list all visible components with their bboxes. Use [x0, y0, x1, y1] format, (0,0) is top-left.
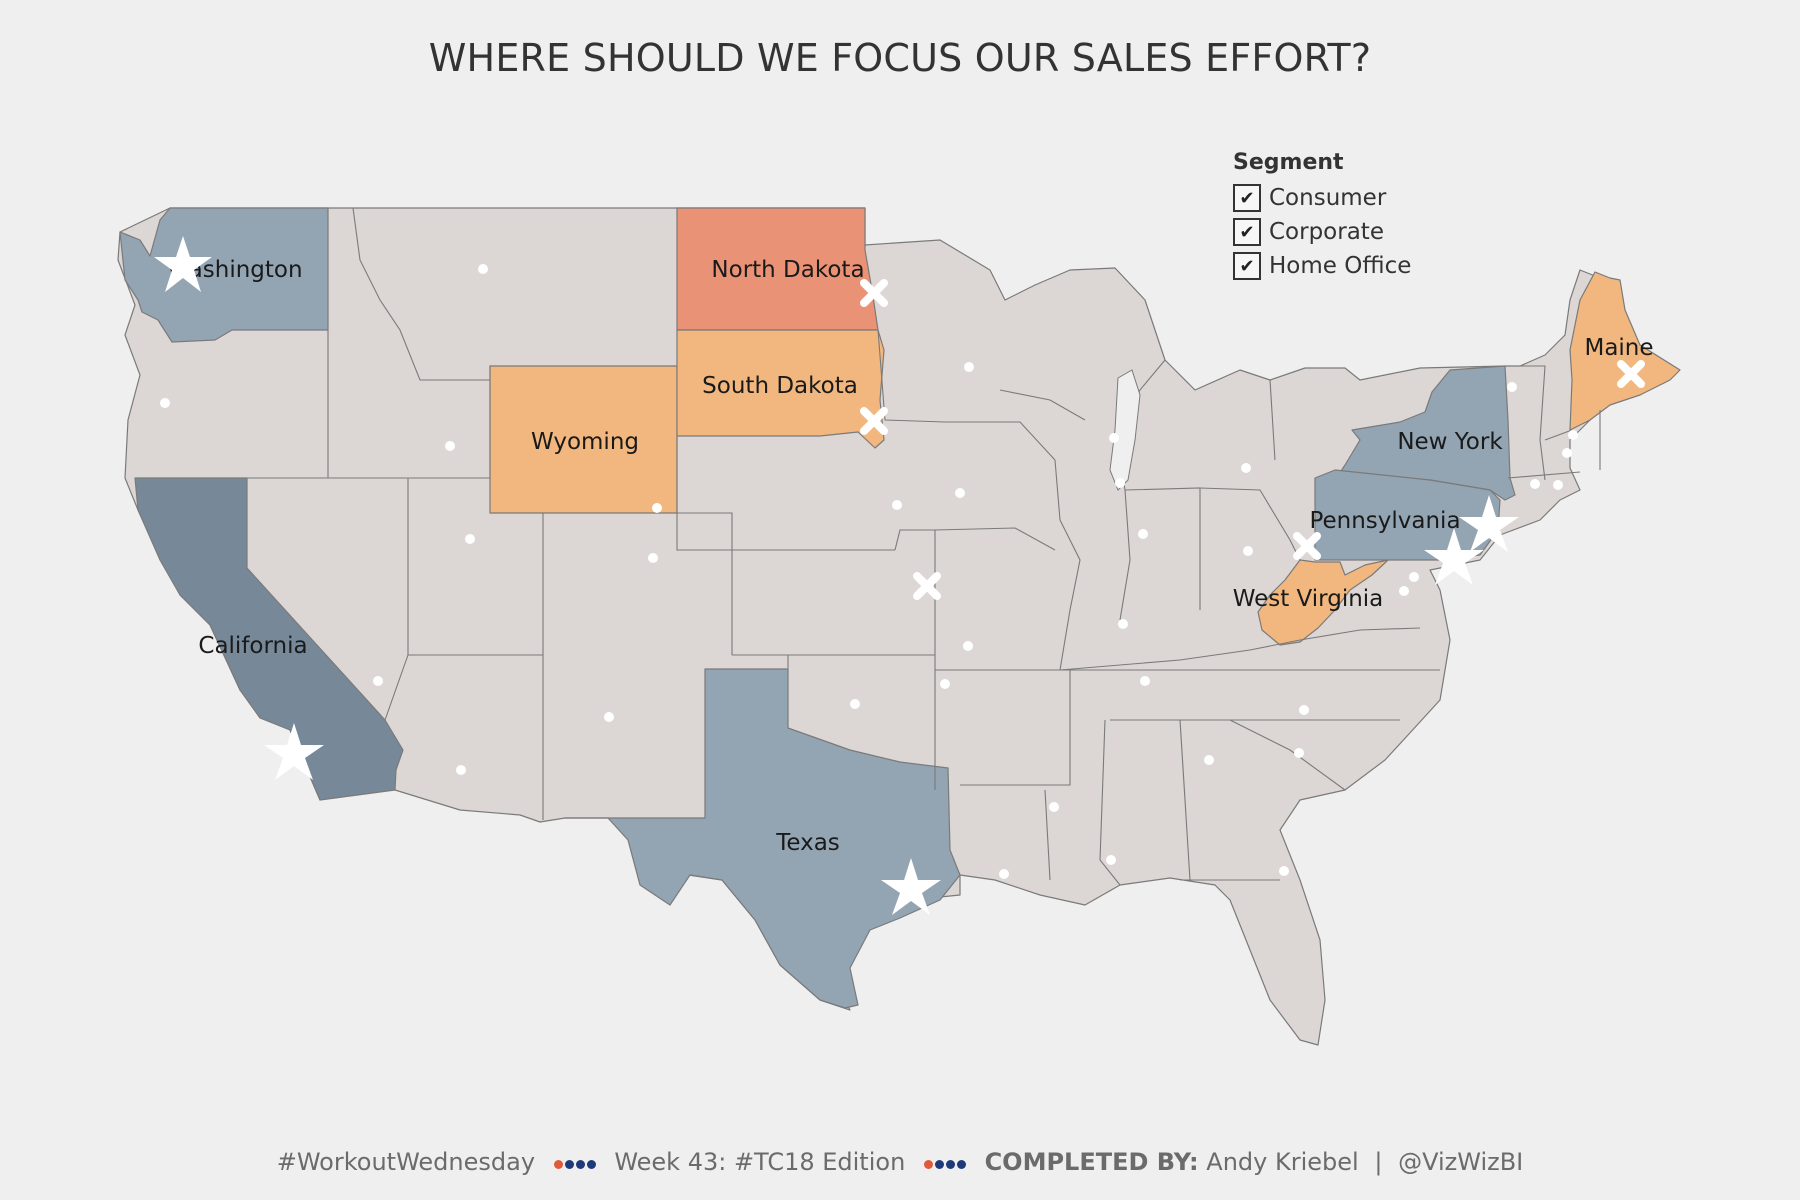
dot-icon[interactable] — [963, 641, 973, 651]
dot-icon[interactable] — [1241, 463, 1251, 473]
legend-title: Segment — [1233, 150, 1344, 175]
dot-icon[interactable] — [1562, 448, 1572, 458]
dot-icon[interactable] — [445, 441, 455, 451]
dot-icon[interactable] — [373, 676, 383, 686]
dot-icon[interactable] — [892, 500, 902, 510]
state-south-dakota[interactable] — [676, 329, 885, 449]
legend-item-home-office[interactable]: ✔ Home Office — [1233, 249, 1411, 283]
dot-icon[interactable] — [1115, 478, 1125, 488]
footer-author: Andy Kriebel — [1206, 1148, 1359, 1176]
star-icon[interactable] — [1424, 528, 1484, 585]
dot-icon[interactable] — [1568, 430, 1578, 440]
dot-icon[interactable] — [999, 869, 1009, 879]
star-icon[interactable] — [154, 236, 212, 292]
dot-icon[interactable] — [1409, 572, 1419, 582]
footer-separator: | — [1374, 1148, 1383, 1176]
dot-icon[interactable] — [1530, 479, 1540, 489]
dot-icon[interactable] — [1507, 382, 1517, 392]
state-label-california: California — [198, 633, 307, 659]
dot-icon[interactable] — [850, 699, 860, 709]
dot-icon[interactable] — [1299, 705, 1309, 715]
legend-label: Consumer — [1269, 185, 1387, 211]
dot-icon[interactable] — [1553, 480, 1563, 490]
state-label-pennsylvania: Pennsylvania — [1309, 508, 1460, 534]
footer-week: Week 43: #TC18 Edition — [614, 1148, 906, 1176]
legend-label: Corporate — [1269, 219, 1384, 245]
state-label-west-virginia: West Virginia — [1233, 586, 1384, 612]
footer-dots-icon — [923, 1149, 967, 1177]
star-icon[interactable] — [1459, 495, 1519, 552]
x-icon[interactable] — [913, 572, 941, 600]
checkbox-check-icon[interactable]: ✔ — [1233, 218, 1261, 246]
dot-icon[interactable] — [1138, 529, 1148, 539]
x-icon[interactable] — [1617, 360, 1645, 388]
dot-icon[interactable] — [964, 362, 974, 372]
state-label-south-dakota: South Dakota — [702, 373, 858, 399]
footer: #WorkoutWednesday Week 43: #TC18 Edition… — [0, 1148, 1800, 1177]
legend-item-consumer[interactable]: ✔ Consumer — [1233, 181, 1411, 215]
dot-icon[interactable] — [940, 679, 950, 689]
dot-icon[interactable] — [456, 765, 466, 775]
footer-dots-icon — [553, 1149, 597, 1177]
dot-icon[interactable] — [1106, 855, 1116, 865]
x-icon[interactable] — [860, 279, 888, 307]
state-label-wyoming: Wyoming — [531, 429, 639, 455]
checkbox-check-icon[interactable]: ✔ — [1233, 184, 1261, 212]
state-label-maine: Maine — [1584, 335, 1653, 361]
dot-icon[interactable] — [1140, 676, 1150, 686]
dot-icon[interactable] — [1109, 433, 1119, 443]
segment-legend: Segment ✔ Consumer ✔ Corporate ✔ Home Of… — [1233, 150, 1411, 283]
state-label-north-dakota: North Dakota — [711, 257, 864, 283]
checkbox-check-icon[interactable]: ✔ — [1233, 252, 1261, 280]
x-markers — [860, 279, 1645, 600]
dot-icon[interactable] — [604, 712, 614, 722]
footer-handle: @VizWizBI — [1398, 1148, 1524, 1176]
state-maine[interactable] — [1569, 271, 1681, 431]
x-icon[interactable] — [1293, 532, 1321, 560]
star-icon[interactable] — [264, 723, 324, 780]
state-label-texas: Texas — [775, 830, 840, 856]
star-icon[interactable] — [881, 858, 941, 915]
dot-icon[interactable] — [465, 534, 475, 544]
page-title: WHERE SHOULD WE FOCUS OUR SALES EFFORT? — [428, 36, 1372, 80]
dot-icon[interactable] — [1118, 619, 1128, 629]
legend-item-corporate[interactable]: ✔ Corporate — [1233, 215, 1411, 249]
dot-icon[interactable] — [955, 488, 965, 498]
dot-icon[interactable] — [478, 264, 488, 274]
legend-label: Home Office — [1269, 253, 1412, 279]
state-west-virginia[interactable] — [1257, 559, 1389, 646]
state-borders — [247, 207, 1601, 886]
x-icon[interactable] — [860, 407, 888, 435]
dot-icon[interactable] — [160, 398, 170, 408]
dot-icon[interactable] — [652, 503, 662, 513]
state-label-new-york: New York — [1397, 429, 1503, 455]
dot-icon[interactable] — [1049, 802, 1059, 812]
lake-michigan — [1109, 369, 1141, 491]
star-markers — [154, 236, 1519, 915]
footer-hashtag: #WorkoutWednesday — [276, 1148, 536, 1176]
dot-icon[interactable] — [1294, 748, 1304, 758]
dot-icon[interactable] — [648, 553, 658, 563]
dot-icon[interactable] — [1204, 755, 1214, 765]
footer-completed-label: COMPLETED BY: — [984, 1148, 1199, 1176]
dot-icon[interactable] — [1243, 546, 1253, 556]
state-new-york[interactable] — [1334, 365, 1516, 501]
dot-icon[interactable] — [1399, 586, 1409, 596]
state-washington[interactable] — [119, 207, 329, 343]
dot-icon[interactable] — [1279, 866, 1289, 876]
dot-markers — [160, 264, 1578, 879]
state-texas[interactable] — [564, 668, 961, 1009]
